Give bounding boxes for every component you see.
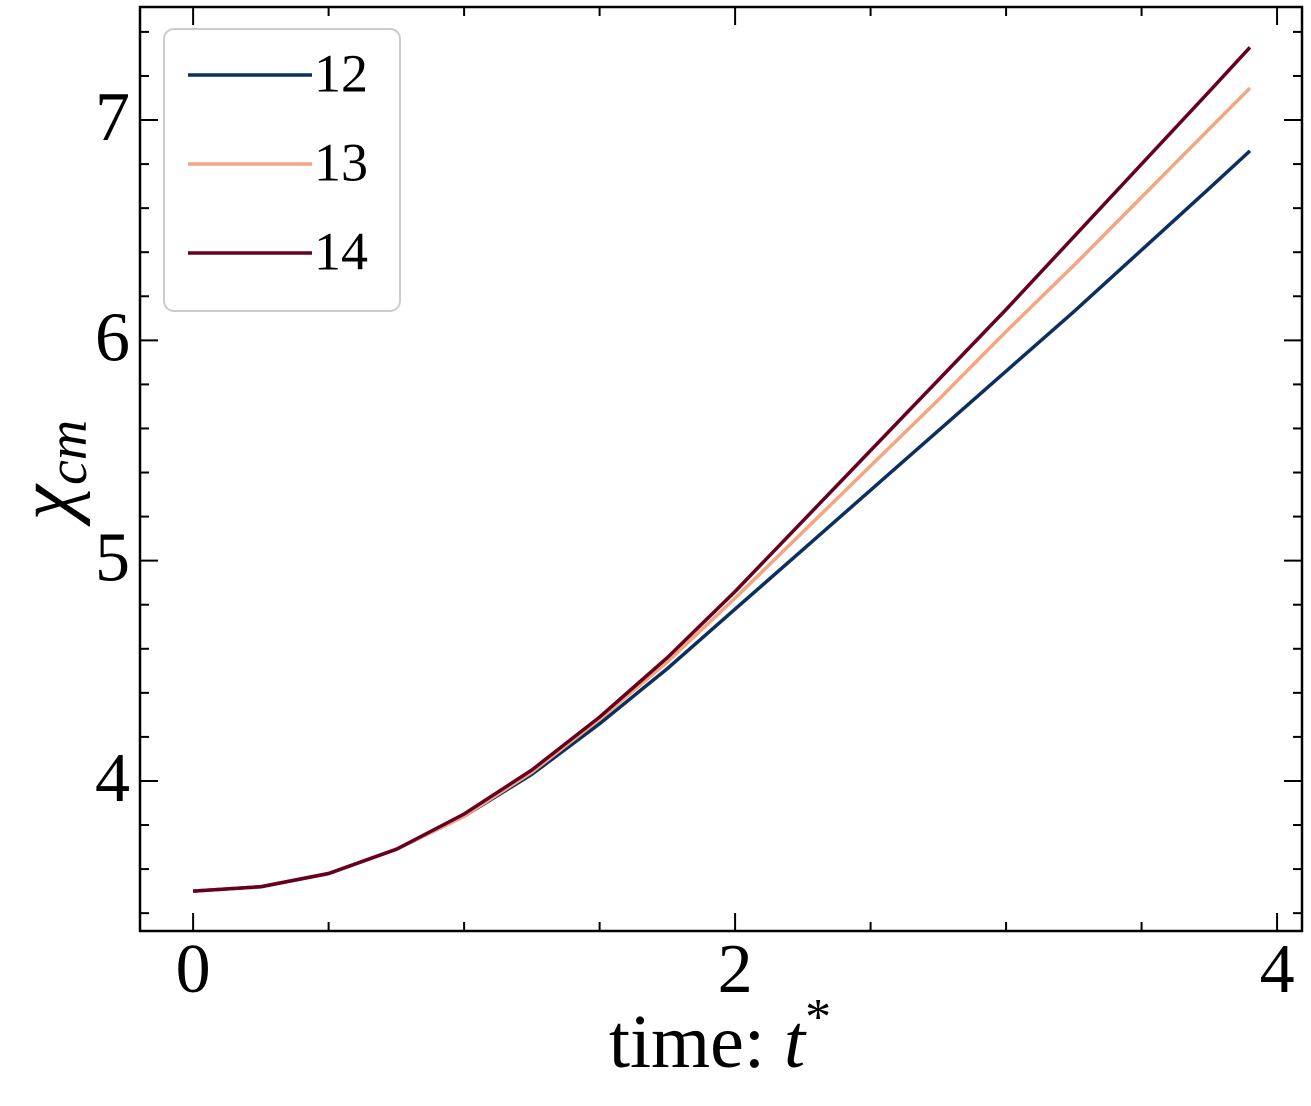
- x-tick-label: 4: [1260, 931, 1295, 1008]
- legend-label: 13: [314, 132, 368, 192]
- x-axis-label: time: t*: [609, 989, 831, 1085]
- y-tick-label: 4: [95, 740, 130, 817]
- x-label-superscript: *: [805, 989, 831, 1046]
- x-label-text: time:: [609, 1000, 784, 1084]
- y-axis-label: χcm: [3, 420, 99, 528]
- series-line: [193, 46, 1252, 893]
- y-label-subscript: cm: [37, 420, 99, 485]
- x-tick-label: 2: [718, 931, 753, 1008]
- plot-frame: [138, 5, 1304, 933]
- y-tick-label: 6: [95, 299, 130, 376]
- y-label-symbol: χ: [3, 483, 91, 527]
- y-tick-label: 7: [95, 79, 130, 156]
- legend-label: 12: [314, 43, 368, 103]
- x-tick-label: 0: [176, 931, 211, 1008]
- y-tick-label: 5: [95, 520, 130, 597]
- legend-box: [163, 28, 401, 312]
- legend-label: 14: [314, 221, 368, 281]
- x-label-symbol: t: [784, 1000, 807, 1084]
